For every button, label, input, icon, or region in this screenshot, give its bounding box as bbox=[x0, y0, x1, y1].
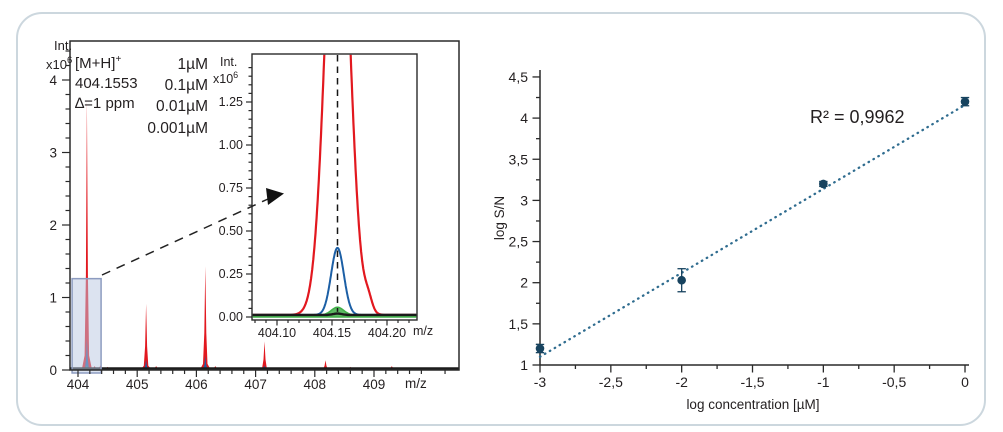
inset-curve-0.001uM bbox=[252, 312, 417, 317]
inset-y-unit-x10e6: x106 bbox=[213, 70, 238, 86]
r-squared-label: R² = 0,9962 bbox=[810, 107, 905, 127]
scatter-x-axis-title: log concentration [µM] bbox=[686, 397, 819, 412]
spectrum-peak-1uM bbox=[81, 99, 92, 370]
inset-background bbox=[252, 54, 417, 320]
y-tick-label: 4 bbox=[49, 73, 57, 88]
spectrum-generated-layer: 404 405 406 407 408 409 0 1 2 3 4 404.10 404.15 404.2… bbox=[49, 40, 460, 392]
spectrum-x-axis-label: m/z bbox=[405, 376, 427, 391]
scatter-y-tick-label: 4,5 bbox=[509, 69, 529, 85]
zoom-highlight-box bbox=[71, 277, 102, 374]
data-point bbox=[535, 344, 545, 353]
peak-annotation-formula: [M+H]+ bbox=[75, 54, 121, 72]
y-tick-label: 2 bbox=[49, 218, 57, 233]
inset-x-tick-label: 404.20 bbox=[368, 326, 406, 340]
spectrum-peak-1uM bbox=[320, 360, 331, 369]
x-tick-label: 405 bbox=[126, 377, 149, 392]
scatter-y-tick-label: 4 bbox=[520, 110, 528, 126]
inset-y-tick-label: 0.75 bbox=[219, 181, 243, 195]
scatter-x-tick-label: -1 bbox=[817, 374, 830, 390]
calibration-panel: 1 1,5 2 2,5 3 3,5 4 4,5 -3 -2,5 -2 -1,5 -1 -0,5 0 log … bbox=[492, 69, 970, 412]
scatter-x-tick-label: 0 bbox=[961, 374, 969, 390]
scatter-generated-layer: 1 1,5 2 2,5 3 3,5 4 4,5 -3 -2,5 -2 -1,5 -1 -0,5 0 bbox=[509, 69, 970, 390]
inset-y-tick-label: 1.00 bbox=[219, 138, 243, 152]
scatter-y-tick-label: 1,5 bbox=[509, 316, 529, 332]
spectrum-y-unit-x10e6: x106 bbox=[46, 55, 72, 72]
inset-x-axis-label: m/z bbox=[413, 324, 433, 338]
x-tick-label: 407 bbox=[244, 377, 267, 392]
trendline bbox=[538, 103, 967, 358]
x-tick-label: 409 bbox=[363, 377, 386, 392]
data-point bbox=[677, 275, 686, 285]
y-tick-label: 0 bbox=[49, 363, 57, 378]
scatter-x-tick-label: -2 bbox=[675, 374, 688, 390]
inset-curves bbox=[252, 54, 417, 318]
spectrum-peak-1uM bbox=[259, 341, 270, 369]
legend-item-0p01um: 0.01µM bbox=[156, 98, 208, 115]
spectrum-y-unit-int: Int. bbox=[54, 38, 72, 53]
spectrum-peak-0.1uM bbox=[201, 355, 210, 369]
data-point bbox=[960, 97, 970, 106]
y-tick-label: 3 bbox=[49, 146, 57, 161]
peak-annotation-mass: 404.1553 bbox=[75, 75, 138, 92]
data-point bbox=[819, 179, 828, 189]
scatter-x-tick-label: -1,5 bbox=[740, 374, 764, 390]
legend-item-0p1um: 0.1µM bbox=[165, 77, 208, 94]
zoom-connector-line bbox=[101, 198, 269, 276]
mass-spectrum-panel: 404 405 406 407 408 409 0 1 2 3 4 404.10 404.15 404.2… bbox=[46, 38, 460, 392]
spectrum-peak-0.1uM bbox=[260, 365, 269, 369]
x-tick-label: 408 bbox=[304, 377, 327, 392]
inset-x-tick-label: 404.10 bbox=[258, 326, 296, 340]
spectrum-peak-1uM bbox=[141, 303, 152, 369]
scatter-x-tick-label: -2,5 bbox=[599, 374, 623, 390]
peak-annotation-ppm: ∆=1 ppm bbox=[75, 95, 135, 112]
inset-y-tick-label: 0.00 bbox=[219, 310, 243, 324]
x-tick-label: 406 bbox=[185, 377, 208, 392]
scatter-x-tick-label: -0,5 bbox=[882, 374, 906, 390]
legend-item-1um: 1µM bbox=[178, 56, 208, 73]
scatter-y-tick-label: 2,5 bbox=[509, 234, 529, 250]
inset-x-tick-label: 404.15 bbox=[313, 326, 351, 340]
inset-y-tick-label: 0.50 bbox=[219, 224, 243, 238]
inset-y-unit-int: Int. bbox=[220, 55, 237, 69]
spectrum-peak-1uM bbox=[200, 266, 211, 369]
legend-item-0p001um: 0.001µM bbox=[147, 120, 208, 137]
inset-frame bbox=[251, 53, 418, 321]
zoom-arrowhead-icon bbox=[266, 188, 284, 205]
scatter-y-axis-title: log S/N bbox=[492, 196, 507, 240]
figure-card: 404 405 406 407 408 409 0 1 2 3 4 404.10 404.15 404.2… bbox=[16, 12, 986, 426]
spectrum-peak-0.1uM bbox=[142, 359, 151, 369]
scatter-y-tick-label: 2 bbox=[520, 275, 528, 291]
scatter-y-tick-label: 1 bbox=[520, 357, 528, 373]
y-tick-label: 1 bbox=[49, 291, 57, 306]
spectrum-frame bbox=[69, 40, 460, 371]
scatter-y-tick-label: 3 bbox=[520, 192, 528, 208]
scatter-x-tick-label: -3 bbox=[534, 374, 547, 390]
inset-y-tick-label: 0.25 bbox=[219, 267, 243, 281]
inset-y-tick-label: 1.25 bbox=[219, 95, 243, 109]
x-tick-label: 404 bbox=[67, 377, 90, 392]
scatter-y-tick-label: 3,5 bbox=[509, 151, 529, 167]
